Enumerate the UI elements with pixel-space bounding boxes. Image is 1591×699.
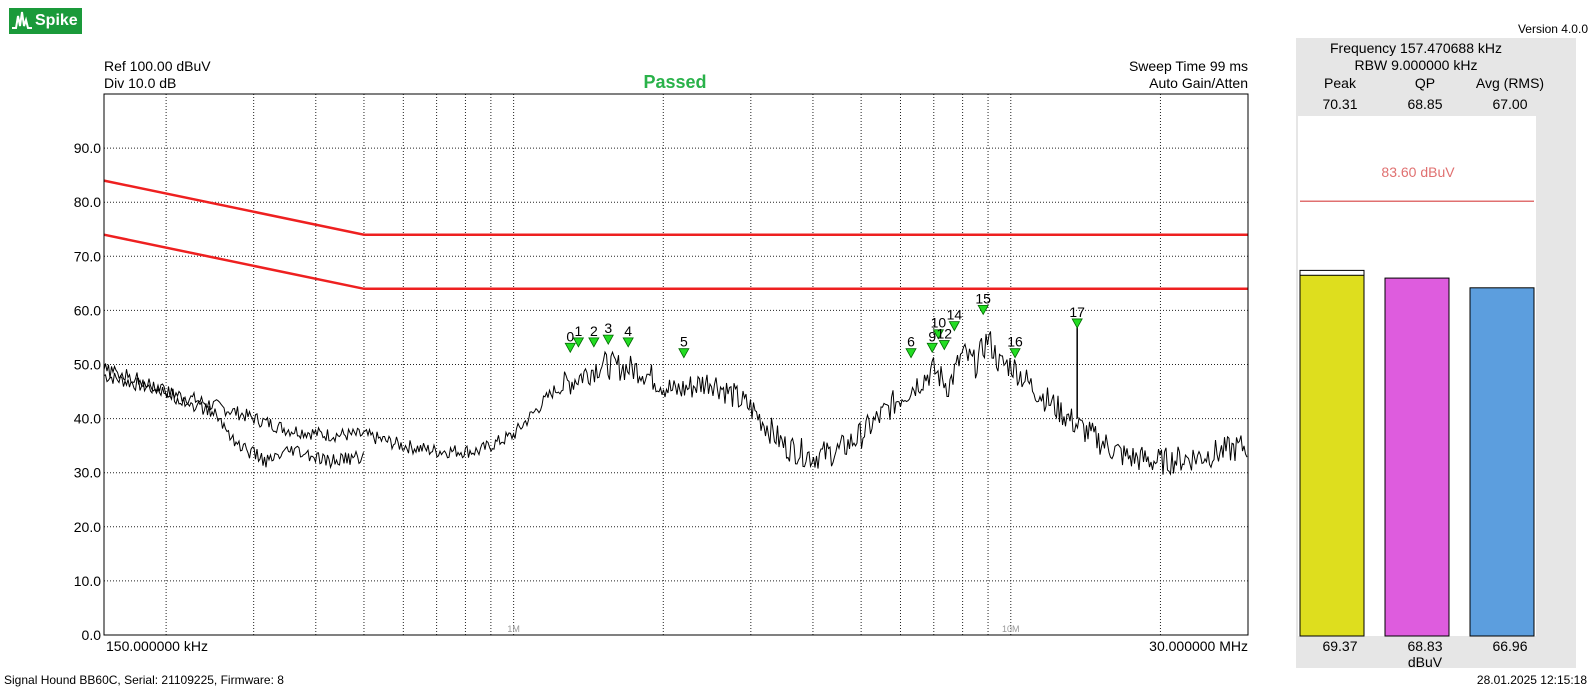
avg-top-value: 67.00 — [1492, 96, 1528, 112]
detector-bars — [1298, 116, 1536, 637]
decade-label: 10M — [1002, 624, 1020, 634]
logo-text: Spike — [35, 8, 82, 34]
detector-bar — [1299, 274, 1365, 637]
marker-label: 9 — [928, 328, 936, 344]
decade-label: 1M — [507, 624, 520, 634]
marker-label: 4 — [624, 323, 632, 339]
x-stop-label: 30.000000 MHz — [1149, 638, 1248, 654]
y-tick-label: 20.0 — [74, 519, 101, 535]
marker-triangle — [1009, 348, 1021, 359]
version-label: Version 4.0.0 — [1517, 22, 1588, 36]
limit-readout: 83.60 dBuV — [1381, 164, 1455, 180]
marker-triangle — [678, 348, 690, 359]
avg-header: Avg (RMS) — [1475, 75, 1545, 91]
marker-triangle — [938, 340, 950, 351]
avg-bottom-value: 66.96 — [1492, 638, 1528, 654]
marker-triangle — [588, 337, 600, 348]
y-tick-label: 60.0 — [74, 302, 101, 318]
y-tick-label: 90.0 — [74, 140, 101, 156]
unit-label: dBuV — [1407, 654, 1443, 670]
device-info: Signal Hound BB60C, Serial: 21109225, Fi… — [4, 673, 284, 687]
marker-label: 3 — [604, 320, 612, 336]
plot-frame — [103, 93, 1249, 636]
rbw-readout: RBW 9.000000 kHz — [1354, 57, 1478, 73]
peak-top-value: 70.31 — [1322, 96, 1358, 112]
marker-triangle — [564, 342, 576, 354]
y-tick-label: 0.0 — [82, 627, 102, 643]
ref-level: Ref 100.00 dBuV — [104, 58, 211, 74]
marker-label: 5 — [680, 334, 688, 350]
limit-line — [103, 233, 1248, 291]
marker-label: 12 — [937, 326, 953, 342]
marker-triangle — [622, 337, 634, 348]
y-tick-label: 50.0 — [74, 357, 101, 373]
y-tick-labels: 90.0 80.0 70.0 60.0 50.0 40.0 30.0 20.0 10.0 0.0 — [74, 140, 101, 643]
marker-label: 17 — [1069, 304, 1085, 320]
marker-label: 2 — [590, 323, 598, 339]
limit-line — [103, 179, 1248, 236]
decade-labels: 1M 10M — [507, 624, 1019, 634]
marker-triangle — [905, 348, 917, 359]
spike-logo: Spike — [9, 8, 82, 34]
marker-label: 0 — [566, 328, 574, 344]
y-tick-label: 70.0 — [74, 248, 101, 264]
trace-series — [103, 363, 364, 470]
measurement-panel: Frequency 157.470688 kHz RBW 9.000000 kH… — [1296, 38, 1576, 670]
marker-triangle — [948, 321, 961, 332]
marker-triangle — [602, 334, 614, 345]
qp-header: QP — [1414, 75, 1436, 91]
y-tick-label: 10.0 — [74, 573, 101, 589]
marker-label: 10 — [931, 315, 947, 331]
qp-top-value: 68.85 — [1407, 96, 1443, 112]
timestamp: 28.01.2025 12:15:18 — [1476, 673, 1587, 687]
y-tick-label: 30.0 — [74, 465, 101, 481]
trace-group — [103, 323, 1248, 476]
marker-label: 6 — [907, 334, 915, 350]
marker-triangle — [926, 342, 938, 354]
chart-grid — [104, 94, 1248, 635]
marker-triangle — [572, 337, 585, 348]
y-tick-label: 40.0 — [74, 411, 101, 427]
limit-lines — [103, 179, 1248, 291]
div-scale: Div 10.0 dB — [104, 75, 177, 91]
marker-label: 15 — [975, 290, 991, 306]
detector-bar — [1469, 287, 1535, 637]
pass-status: Passed — [643, 72, 707, 92]
marker-triangle — [1071, 318, 1083, 329]
spike-logo-icon — [9, 8, 35, 34]
sweep-time: Sweep Time 99 ms — [1128, 58, 1248, 74]
spectrum-chart[interactable]: 90.080.070.060.050.040.030.020.010.00.0 … — [0, 0, 1290, 660]
peak-bottom-value: 69.37 — [1322, 638, 1358, 654]
gain-atten: Auto Gain/Atten — [1149, 75, 1248, 91]
detector-bar — [1384, 277, 1450, 637]
qp-bottom-value: 68.83 — [1407, 638, 1443, 654]
marker-label: 14 — [947, 307, 963, 323]
marker-label: 16 — [1007, 334, 1023, 350]
marker-triangle — [977, 304, 989, 316]
y-tick-label: 80.0 — [74, 194, 101, 210]
trace-series — [103, 331, 1248, 476]
x-start-label: 150.000000 kHz — [106, 638, 208, 654]
marker-label: 1 — [575, 323, 583, 339]
peak-header: Peak — [1324, 75, 1356, 91]
frequency-readout: Frequency 157.470688 kHz — [1330, 40, 1502, 56]
marker-triangle — [932, 329, 945, 340]
